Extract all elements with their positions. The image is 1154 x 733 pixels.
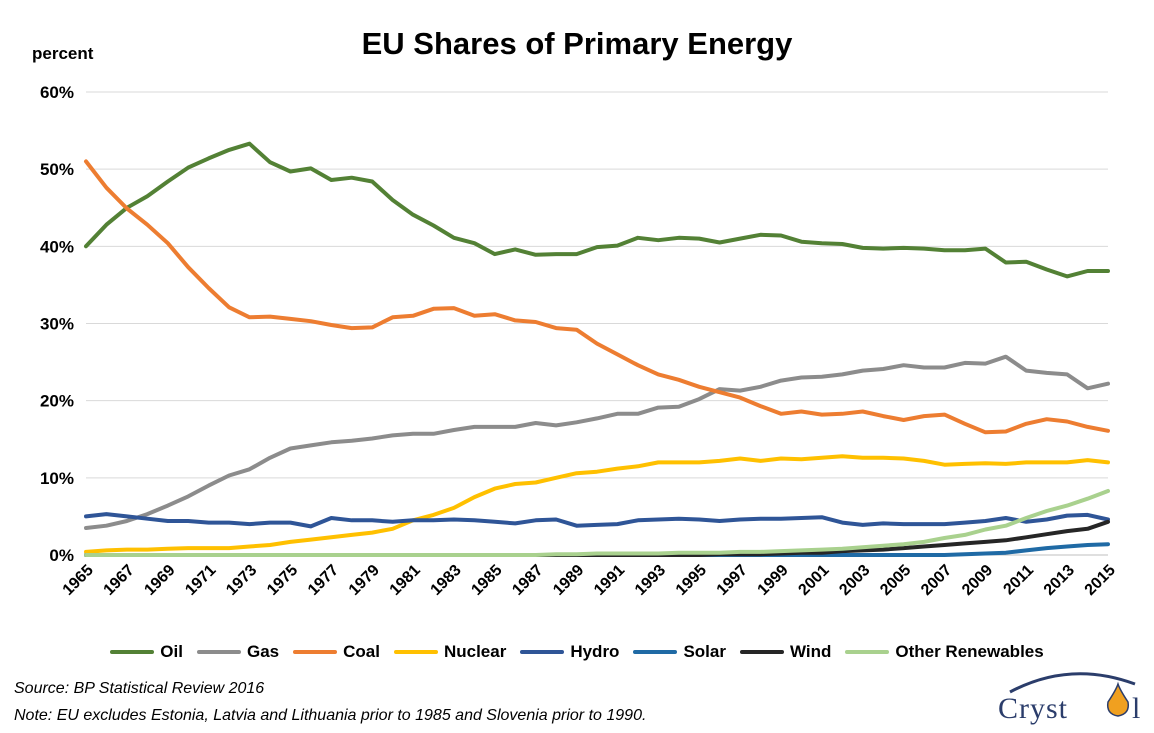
y-tick-label: 60% <box>40 83 74 102</box>
y-tick-label: 10% <box>40 469 74 488</box>
legend-item-gas: Gas <box>196 642 280 662</box>
series-line-hydro <box>84 512 1110 529</box>
legend-swatch <box>633 650 678 654</box>
x-tick-label: 2007 <box>918 562 955 599</box>
y-unit-label: percent <box>32 44 94 63</box>
source-note: Source: BP Statistical Review 2016 <box>14 680 265 697</box>
legend-swatch <box>739 650 784 654</box>
y-tick-label: 0% <box>49 546 74 565</box>
legend-item-other-renewables: Other Renewables <box>845 642 1044 662</box>
y-tick-label: 50% <box>40 160 74 179</box>
line-chart: 0%10%20%30%40%50%60% 1965 1967 1969 1971 197… <box>40 83 1119 599</box>
legend-swatch <box>196 650 241 654</box>
series-lines <box>84 141 1110 557</box>
y-tick-label: 40% <box>40 237 74 256</box>
series-line-gas <box>84 354 1110 530</box>
x-tick-label: 2011 <box>1000 562 1037 599</box>
y-axis-ticks: 0% 10% 20% 30% 40% 50% 60% <box>40 83 74 565</box>
legend-swatch <box>393 650 438 654</box>
x-tick-label: 2013 <box>1041 562 1078 599</box>
logo-swoosh-icon: l <box>1009 672 1140 725</box>
series-line-nuclear <box>84 454 1110 554</box>
legend-label: Oil <box>160 642 183 661</box>
footnote: Note: EU excludes Estonia, Latvia and Li… <box>14 707 647 724</box>
x-tick-label: 1967 <box>101 562 138 599</box>
x-tick-label: 1979 <box>346 562 383 599</box>
y-tick-label: 30% <box>40 315 74 334</box>
x-tick-label: 1969 <box>141 562 178 599</box>
series-line-oil <box>84 141 1110 279</box>
x-tick-label: 2005 <box>877 562 914 599</box>
x-tick-label: 2003 <box>836 562 873 599</box>
legend-label: Gas <box>246 642 280 661</box>
svg-text:l: l <box>1132 692 1140 725</box>
legend-item-solar: Solar <box>633 642 726 662</box>
legend-item-hydro: Hydro <box>520 642 619 662</box>
legend-label: Hydro <box>570 642 620 661</box>
legend-item-wind: Wind <box>739 642 832 662</box>
legend-swatch <box>520 650 565 654</box>
legend-label: Solar <box>683 642 726 661</box>
x-tick-label: 1965 <box>60 562 97 599</box>
series-line-coal <box>84 159 1110 435</box>
x-tick-label: 1999 <box>755 562 792 599</box>
x-tick-label: 1995 <box>673 562 710 599</box>
x-tick-label: 2001 <box>795 562 832 599</box>
x-tick-label: 1997 <box>714 562 751 599</box>
legend-swatch <box>110 650 155 654</box>
x-tick-label: 1985 <box>468 562 505 599</box>
x-tick-label: 1983 <box>428 562 465 599</box>
crystol-logo: l Cryst <box>990 662 1150 728</box>
x-tick-label: 1973 <box>223 562 260 599</box>
legend-swatch <box>845 650 890 654</box>
x-tick-label: 1971 <box>182 562 219 599</box>
x-tick-label: 2015 <box>1082 562 1119 599</box>
x-tick-label: 1989 <box>550 562 587 599</box>
x-tick-label: 1987 <box>509 562 546 599</box>
legend-label: Coal <box>343 642 380 661</box>
chart-legend: Oil Gas Coal Nuclear Hydro Solar Wind Other Ren… <box>0 642 1154 662</box>
grid-lines <box>86 91 1108 556</box>
logo-text: Cryst <box>998 692 1069 725</box>
legend-label: Nuclear <box>443 642 507 661</box>
x-tick-label: 1991 <box>591 562 628 599</box>
x-axis-ticks: 1965 1967 1969 1971 1973 1975 1977 1979 1981 1983… <box>60 562 1119 599</box>
chart-title: EU Shares of Primary Energy <box>361 26 793 61</box>
x-tick-label: 1993 <box>632 562 669 599</box>
legend-label: Wind <box>789 642 832 661</box>
x-tick-label: 1981 <box>387 562 424 599</box>
x-tick-label: 2009 <box>959 562 996 599</box>
x-tick-label: 1977 <box>305 562 342 599</box>
series-line-other-renewables <box>84 489 1110 557</box>
y-tick-label: 20% <box>40 392 74 411</box>
legend-label: Other Renewables <box>895 642 1044 661</box>
legend-swatch <box>293 650 338 654</box>
legend-item-coal: Coal <box>293 642 380 662</box>
x-tick-label: 1975 <box>264 562 301 599</box>
legend-item-oil: Oil <box>110 642 183 662</box>
legend-item-nuclear: Nuclear <box>393 642 507 662</box>
